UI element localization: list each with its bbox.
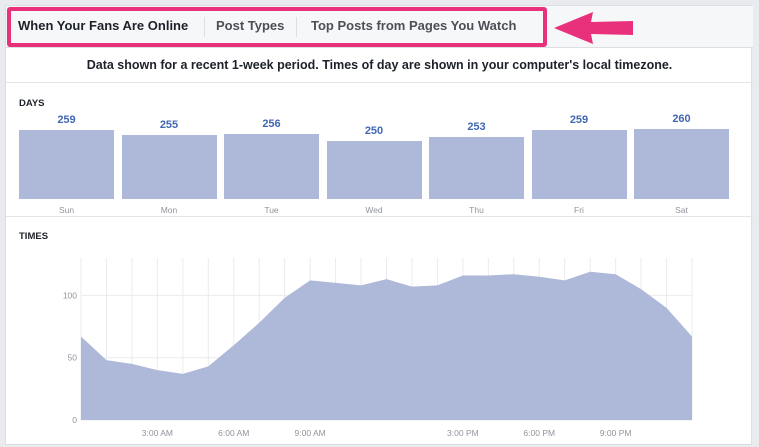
day-bar[interactable] xyxy=(326,141,422,199)
tab-divider xyxy=(204,17,205,37)
times-chart: 0 50 100 3:00 AM 6:00 AM 9:00 AM 3:00 PM 6:00 P… xyxy=(63,258,693,438)
section-divider xyxy=(6,82,753,83)
x-tick-label: 9:00 PM xyxy=(600,428,632,438)
day-bar[interactable] xyxy=(224,134,319,199)
period-info-text: Data shown for a recent 1-week period. T… xyxy=(86,58,673,72)
insights-panel: When Your Fans Are Online Post Types Top… xyxy=(5,5,753,445)
day-value-label: 253 xyxy=(467,121,486,133)
day-value-label: 259 xyxy=(57,114,76,126)
day-bar[interactable] xyxy=(429,137,524,199)
day-label: Sat xyxy=(675,205,688,215)
highlight-box xyxy=(7,7,547,47)
x-tick-label: 3:00 PM xyxy=(447,428,479,438)
day-bar[interactable] xyxy=(19,130,114,199)
x-tick-label: 6:00 PM xyxy=(523,428,555,438)
tab-divider xyxy=(296,17,297,37)
y-tick-label: 100 xyxy=(63,290,77,300)
y-tick-label: 50 xyxy=(68,353,78,363)
day-value-label: 260 xyxy=(672,113,691,125)
y-tick-label: 0 xyxy=(72,415,77,425)
day-label: Tue xyxy=(264,205,279,215)
day-value-label: 259 xyxy=(569,114,589,126)
tab-bar: When Your Fans Are Online Post Types Top… xyxy=(6,6,753,48)
day-value-label: 255 xyxy=(159,119,179,131)
day-label: Wed xyxy=(365,205,383,215)
day-value-label: 250 xyxy=(364,125,384,137)
x-tick-label: 9:00 AM xyxy=(295,428,326,438)
day-bar[interactable] xyxy=(531,130,627,199)
x-tick-label: 3:00 AM xyxy=(142,428,173,438)
day-label: Fri xyxy=(574,205,584,215)
day-bar[interactable] xyxy=(634,129,729,199)
times-section-label: TIMES xyxy=(19,231,49,242)
day-label: Sun xyxy=(58,205,75,215)
pointer-arrow-icon xyxy=(554,12,633,44)
day-label: Mon xyxy=(160,205,178,215)
x-tick-label: 6:00 AM xyxy=(218,428,249,438)
days-section-label: DAYS xyxy=(19,98,45,109)
times-area[interactable] xyxy=(81,271,692,420)
section-divider xyxy=(6,216,753,217)
tab-fans-online[interactable]: When Your Fans Are Online xyxy=(18,18,189,33)
tab-post-types[interactable]: Post Types xyxy=(216,18,285,33)
day-label: Thu xyxy=(469,205,484,215)
tab-top-posts[interactable]: Top Posts from Pages You Watch xyxy=(311,18,517,33)
day-value-label: 256 xyxy=(262,118,281,130)
day-bar[interactable] xyxy=(121,135,217,199)
